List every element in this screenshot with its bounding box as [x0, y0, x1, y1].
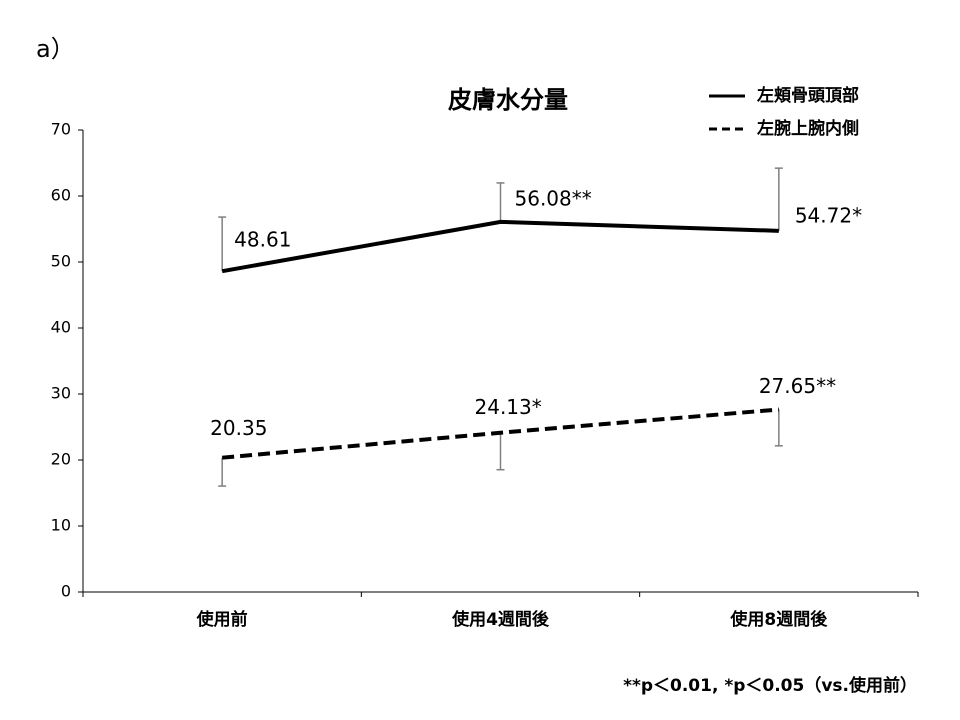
y-tick-label: 60 [51, 186, 71, 205]
data-label: 20.35 [210, 416, 267, 440]
error-bar [774, 167, 783, 231]
error-bar [218, 216, 227, 272]
legend-label: 左頬骨頭頂部 [757, 85, 859, 106]
footnote: **p＜0.01, *p＜0.05（vs.使用前） [623, 675, 917, 696]
y-tick-label: 20 [51, 450, 71, 469]
data-label: 27.65** [759, 374, 836, 398]
x-tick-label: 使用4週間後 [451, 609, 550, 630]
y-tick-label: 40 [51, 318, 71, 337]
y-tick-label: 50 [51, 252, 71, 271]
series-line [221, 407, 779, 460]
y-tick-label: 0 [61, 582, 71, 601]
data-label: 54.72* [795, 203, 862, 227]
error-bar [496, 432, 505, 471]
chart-title: 皮膚水分量 [448, 86, 568, 114]
x-tick-label: 使用前 [196, 609, 248, 630]
data-label: 56.08** [515, 186, 592, 210]
x-tick-label: 使用8週間後 [729, 609, 828, 630]
y-tick-label: 30 [51, 384, 71, 403]
error-bar [218, 457, 227, 487]
error-bar [774, 409, 783, 447]
series-line [221, 219, 779, 274]
y-tick-label: 70 [51, 120, 71, 139]
data-label: 48.61 [234, 228, 291, 252]
data-label: 24.13* [475, 395, 542, 419]
error-bar [496, 182, 505, 222]
legend-label: 左腕上腕内側 [757, 118, 859, 139]
panel-label: a） [36, 35, 75, 63]
y-tick-label: 10 [51, 516, 71, 535]
